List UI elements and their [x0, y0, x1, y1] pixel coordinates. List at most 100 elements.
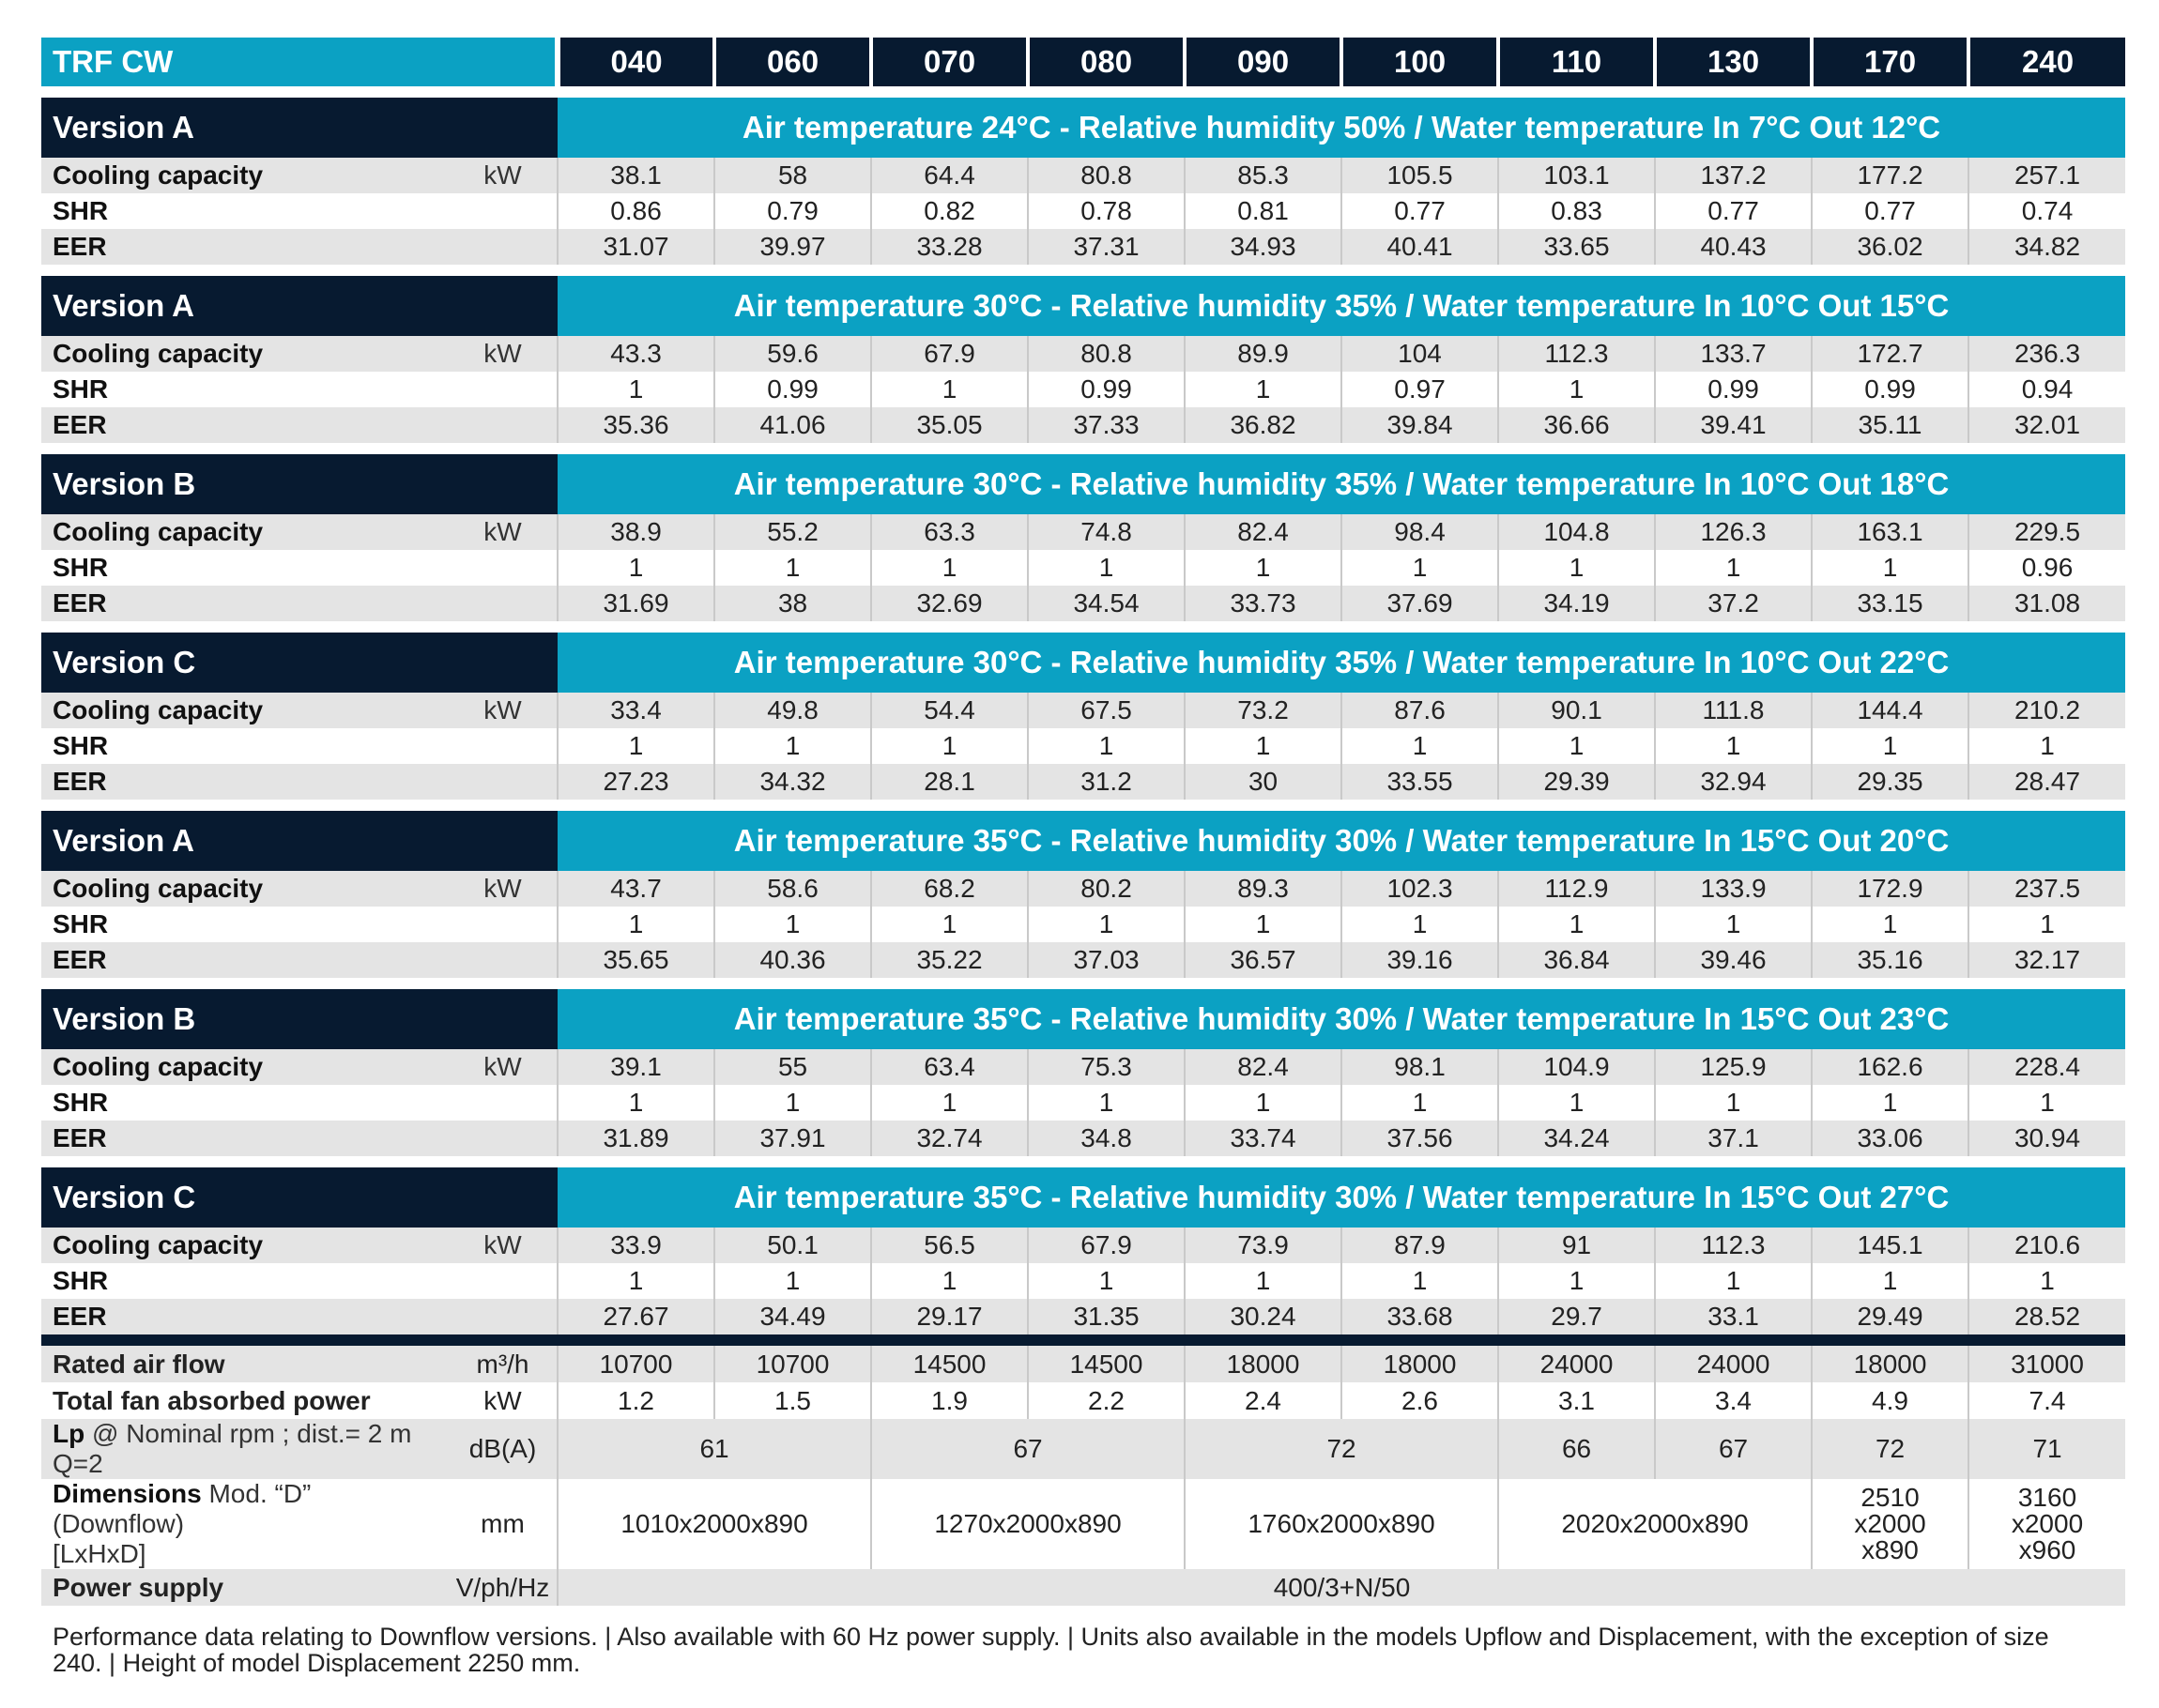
- test-condition: Air temperature 30°C - Relative humidity…: [558, 633, 2126, 693]
- model-header: 170: [1812, 38, 1971, 86]
- value-cell: 33.28: [870, 229, 1029, 265]
- value-cell: 24000: [1497, 1346, 1656, 1382]
- value-cell: 1: [1811, 907, 1969, 942]
- value-cell: 63.3: [870, 514, 1029, 550]
- test-condition: Air temperature 35°C - Relative humidity…: [558, 1167, 2126, 1228]
- unit-cell: kW: [449, 871, 559, 907]
- eer-row: EER 31.89 37.91 32.74 34.8 33.74 37.56 34.24 37.…: [41, 1121, 2126, 1156]
- value-cell: 40.43: [1654, 229, 1813, 265]
- shr-row: SHR 0.86 0.79 0.82 0.78 0.81 0.77 0.83 0.77 0.77 0…: [41, 193, 2126, 229]
- value-cell: 1: [1340, 1263, 1499, 1299]
- unit-cell: kW: [449, 693, 559, 728]
- value-cell: 39.1: [557, 1049, 715, 1085]
- unit-cell: kW: [449, 158, 559, 193]
- value-cell: 89.3: [1184, 871, 1342, 907]
- row-label: Cooling capacity: [41, 1228, 449, 1263]
- unit-cell: kW: [449, 1228, 559, 1263]
- value-cell: 82.4: [1184, 1049, 1342, 1085]
- value-cell: 210.6: [1968, 1228, 2126, 1263]
- value-cell: 72: [1811, 1419, 1969, 1479]
- value-cell: 0.86: [557, 193, 715, 229]
- header-row: TRF CW 040 060 070 080 090 100 110 130 1…: [41, 38, 2126, 86]
- value-cell: 1: [870, 1085, 1029, 1121]
- value-cell: 31.07: [557, 229, 715, 265]
- value-cell: 31.89: [557, 1121, 715, 1156]
- value-cell: 29.35: [1811, 764, 1969, 800]
- value-cell: 104.8: [1497, 514, 1656, 550]
- value-cell: 87.9: [1340, 1228, 1499, 1263]
- value-cell: 0.81: [1184, 193, 1342, 229]
- value-cell: 33.74: [1184, 1121, 1342, 1156]
- value-cell: 91: [1497, 1228, 1656, 1263]
- row-label-detail: [LxHxD]: [53, 1539, 146, 1568]
- value-cell: 54.4: [870, 693, 1029, 728]
- unit-cell: [449, 907, 558, 942]
- unit-cell: [449, 586, 559, 621]
- value-cell: 2.4: [1184, 1382, 1342, 1419]
- value-cell: 1: [1654, 1085, 1813, 1121]
- value-cell: 18000: [1811, 1346, 1969, 1382]
- version-label: Version A: [41, 276, 559, 336]
- value-cell: 1: [1497, 1263, 1656, 1299]
- value-cell: 1: [1811, 728, 1969, 764]
- value-cell: 1: [1968, 1263, 2126, 1299]
- spec-table-container: TRF CW 040 060 070 080 090 100 110 130 1…: [41, 38, 2126, 1606]
- value-cell: 35.65: [557, 942, 715, 978]
- value-cell: 177.2: [1811, 158, 1969, 193]
- row-label: SHR: [53, 374, 109, 404]
- value-cell: 102.3: [1340, 871, 1499, 907]
- value-cell: 257.1: [1968, 158, 2126, 193]
- value-cell: 40.36: [713, 942, 872, 978]
- value-cell: 67.5: [1027, 693, 1186, 728]
- value-cell: 1: [1340, 728, 1499, 764]
- row-label: SHR: [53, 196, 109, 225]
- value-cell: 133.7: [1654, 336, 1813, 372]
- shr-row: SHR 1 1 1 1 1 1 1 1 1 1: [41, 907, 2126, 942]
- value-cell: 43.7: [557, 871, 715, 907]
- value-cell: 34.49: [713, 1299, 872, 1334]
- value-cell: 89.9: [1184, 336, 1342, 372]
- value-cell: 1: [557, 1263, 715, 1299]
- value-cell: 2.2: [1027, 1382, 1186, 1419]
- unit-cell: m³/h: [449, 1346, 559, 1382]
- unit-cell: [449, 372, 558, 407]
- section-divider: [41, 1334, 2126, 1346]
- row-label-detail: Mod. “D” (Downflow): [53, 1479, 312, 1538]
- value-cell: 126.3: [1654, 514, 1813, 550]
- eer-row: EER 35.36 41.06 35.05 37.33 36.82 39.84 36.66 39…: [41, 407, 2126, 443]
- unit-cell: [449, 728, 558, 764]
- row-label: Dimensions Mod. “D” (Downflow) [LxHxD]: [41, 1479, 449, 1569]
- value-cell: 67: [1654, 1419, 1813, 1479]
- value-cell: 1: [1340, 1085, 1499, 1121]
- value-cell: 37.56: [1340, 1121, 1499, 1156]
- unit-cell: [449, 407, 559, 443]
- value-cell: 4.9: [1811, 1382, 1969, 1419]
- value-cell: 0.99: [713, 372, 872, 407]
- value-cell: 35.16: [1811, 942, 1969, 978]
- value-cell: 1: [1184, 550, 1342, 586]
- model-header: 110: [1498, 38, 1658, 86]
- dimension-line: 3160: [2017, 1483, 2077, 1512]
- shr-row: SHR 1 1 1 1 1 1 1 1 1 0.96: [41, 550, 2126, 586]
- test-condition: Air temperature 30°C - Relative humidity…: [558, 276, 2126, 336]
- value-cell: 33.4: [557, 693, 715, 728]
- shr-row: SHR 1 1 1 1 1 1 1 1 1 1: [41, 1263, 2126, 1299]
- value-cell: 1: [1497, 550, 1656, 586]
- value-cell: 59.6: [713, 336, 872, 372]
- value-cell: 1: [1654, 907, 1813, 942]
- value-cell: 7.4: [1968, 1382, 2126, 1419]
- value-cell: 32.69: [870, 586, 1029, 621]
- value-cell: 32.01: [1968, 407, 2126, 443]
- row-label: Lp @ Nominal rpm ; dist.= 2 m Q=2: [41, 1419, 449, 1479]
- value-cell: 210.2: [1968, 693, 2126, 728]
- value-cell: 33.06: [1811, 1121, 1969, 1156]
- value-cell: 1.2: [557, 1382, 715, 1419]
- value-cell: 27.23: [557, 764, 715, 800]
- value-cell: 1: [1497, 907, 1656, 942]
- value-cell: 1: [713, 1263, 872, 1299]
- value-cell: 1: [1027, 728, 1186, 764]
- row-label: Cooling capacity: [41, 1049, 449, 1085]
- value-cell: 1: [557, 550, 715, 586]
- value-cell: 43.3: [557, 336, 715, 372]
- section-header: Version A Air temperature 24°C - Relative…: [41, 98, 2126, 158]
